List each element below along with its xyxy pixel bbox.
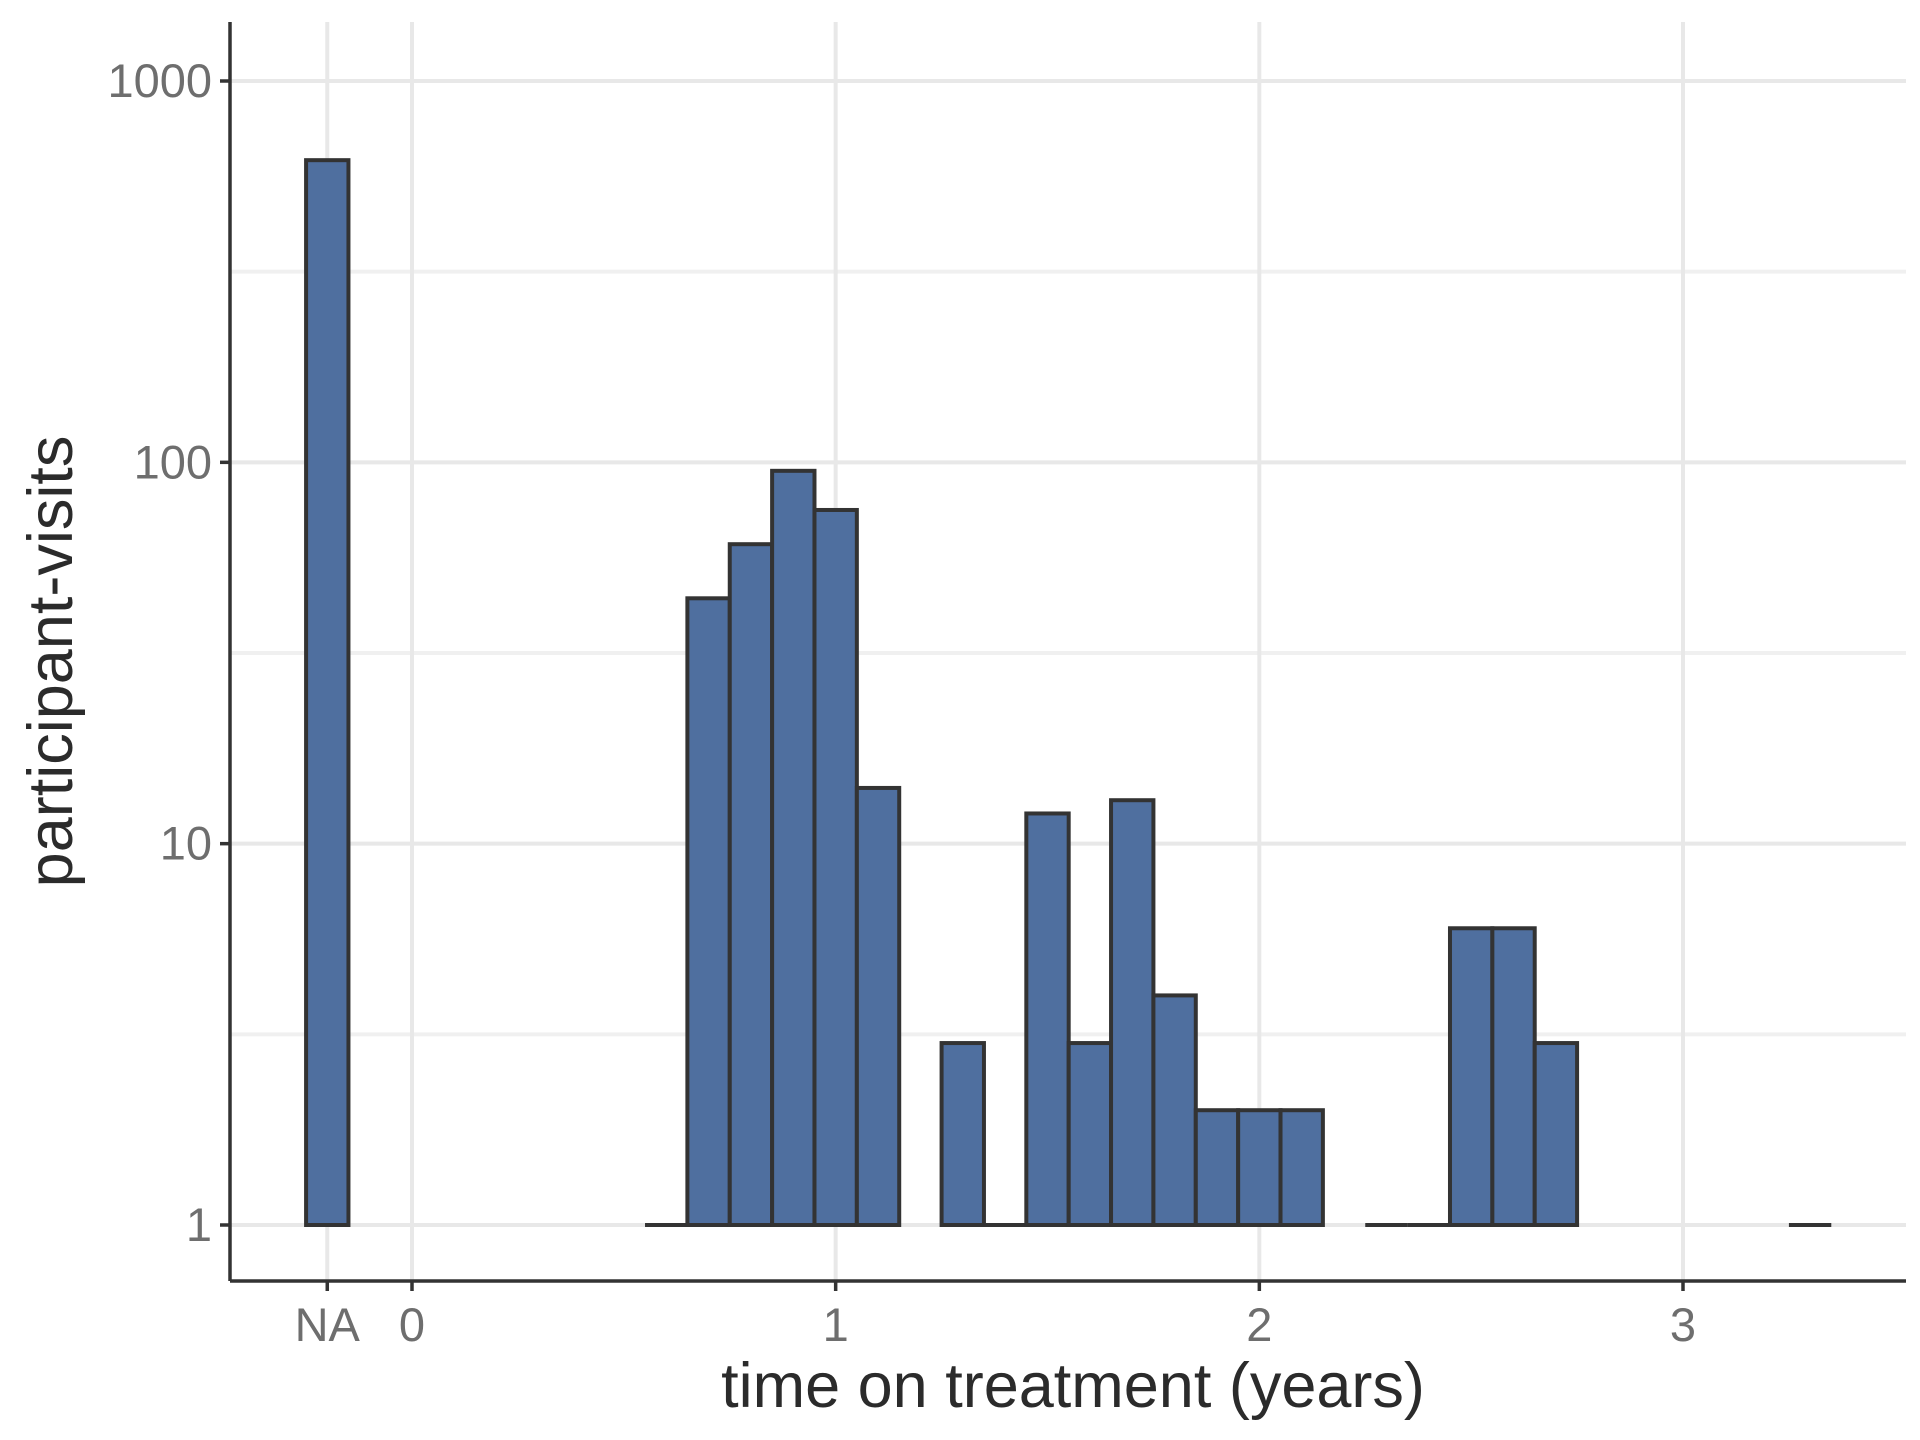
y-tick-label: 100 (134, 435, 212, 488)
bar (812, 507, 859, 1227)
bar (685, 596, 732, 1227)
bars (304, 158, 1832, 1228)
ticks: 1 10 100 1000 NA 0 1 2 3 (107, 54, 1696, 1351)
bar (1066, 1041, 1114, 1227)
y-axis-title: participant-visits (16, 436, 86, 888)
y-tick-label: 1000 (107, 54, 212, 107)
bar-na (304, 158, 351, 1227)
y-tick-label: 1 (186, 1198, 212, 1251)
x-tick-label: 3 (1670, 1298, 1696, 1351)
bar (1490, 926, 1537, 1228)
bar (1447, 926, 1495, 1228)
bar (1278, 1108, 1325, 1228)
x-tick-label: 1 (823, 1298, 849, 1351)
bar (1236, 1108, 1283, 1228)
bar (727, 542, 775, 1227)
axes (228, 22, 1906, 1283)
x-tick-label: 2 (1246, 1298, 1272, 1351)
bar (854, 785, 902, 1227)
x-tick-label: 0 (399, 1298, 425, 1351)
bar (1532, 1041, 1580, 1227)
y-tick-label: 10 (160, 817, 212, 870)
bar (770, 468, 817, 1227)
bar (1151, 993, 1198, 1227)
x-axis-title: time on treatment (years) (721, 1351, 1425, 1421)
bar (939, 1041, 986, 1227)
x-tick-label-na: NA (295, 1298, 361, 1351)
bar (1109, 798, 1156, 1227)
bar (1193, 1108, 1241, 1228)
bar (1024, 811, 1071, 1227)
